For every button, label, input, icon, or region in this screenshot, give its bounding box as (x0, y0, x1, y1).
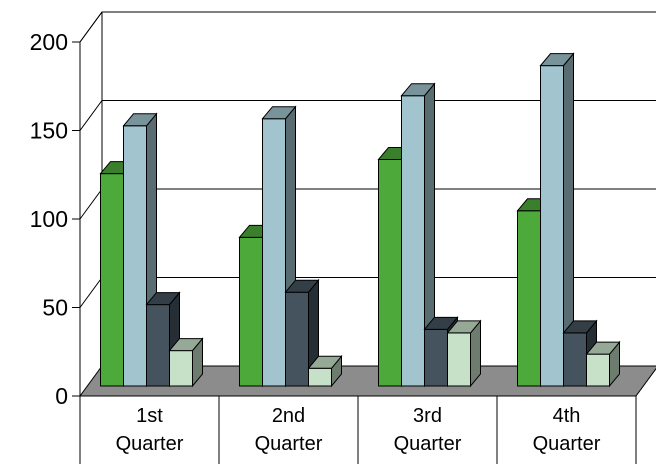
bar-front (540, 65, 564, 387)
bar-top (307, 355, 343, 369)
bar (307, 354, 343, 388)
bar-top (145, 292, 181, 306)
bar-front (262, 118, 286, 387)
bar-front (100, 173, 124, 387)
bar (539, 52, 575, 388)
bar-front (378, 158, 402, 387)
x-axis: 1st Quarter 2nd Quarter 3rd Quarter 4th Quarter (79, 395, 637, 464)
y-tick-label: 150 (30, 118, 68, 144)
bar (585, 340, 621, 388)
bar-front (146, 304, 170, 387)
y-tick-label: 200 (30, 29, 68, 55)
bar-front (517, 210, 541, 387)
bar (168, 337, 204, 388)
gridline (79, 11, 656, 43)
bar-front (169, 350, 193, 387)
bar (145, 291, 181, 388)
bar-front (285, 291, 309, 387)
x-tick-label: 1st Quarter (116, 405, 184, 455)
bar-front (401, 95, 425, 387)
bar-front (586, 353, 610, 387)
bar-front (424, 328, 448, 387)
bar (261, 105, 297, 388)
bar-top (261, 106, 297, 120)
x-tick-label: 2nd Quarter (255, 405, 323, 455)
bar-front (123, 125, 147, 387)
bar-front (239, 236, 263, 387)
bar-top (122, 113, 158, 127)
bar-front (308, 367, 332, 387)
bar-top (284, 279, 320, 293)
y-tick-label: 0 (55, 383, 68, 409)
bar-top (423, 316, 459, 330)
x-tick-label: 3rd Quarter (394, 405, 462, 455)
y-tick-label: 50 (42, 295, 68, 321)
bar-top (446, 320, 482, 334)
gridline (79, 100, 656, 131)
bars (99, 52, 621, 388)
bar-top (400, 83, 436, 97)
x-tick-label: 4th Quarter (533, 405, 601, 455)
bar-top (168, 338, 204, 352)
bar (446, 319, 482, 388)
bar-top (585, 341, 621, 355)
bar (284, 278, 320, 388)
bar-top (562, 320, 598, 334)
bar-front (447, 332, 471, 387)
y-tick-label: 100 (30, 206, 68, 232)
bar (400, 82, 436, 388)
y-axis: 0 50 100 150 200 (30, 29, 80, 409)
bar-top (539, 53, 575, 67)
bar-front (563, 332, 587, 387)
